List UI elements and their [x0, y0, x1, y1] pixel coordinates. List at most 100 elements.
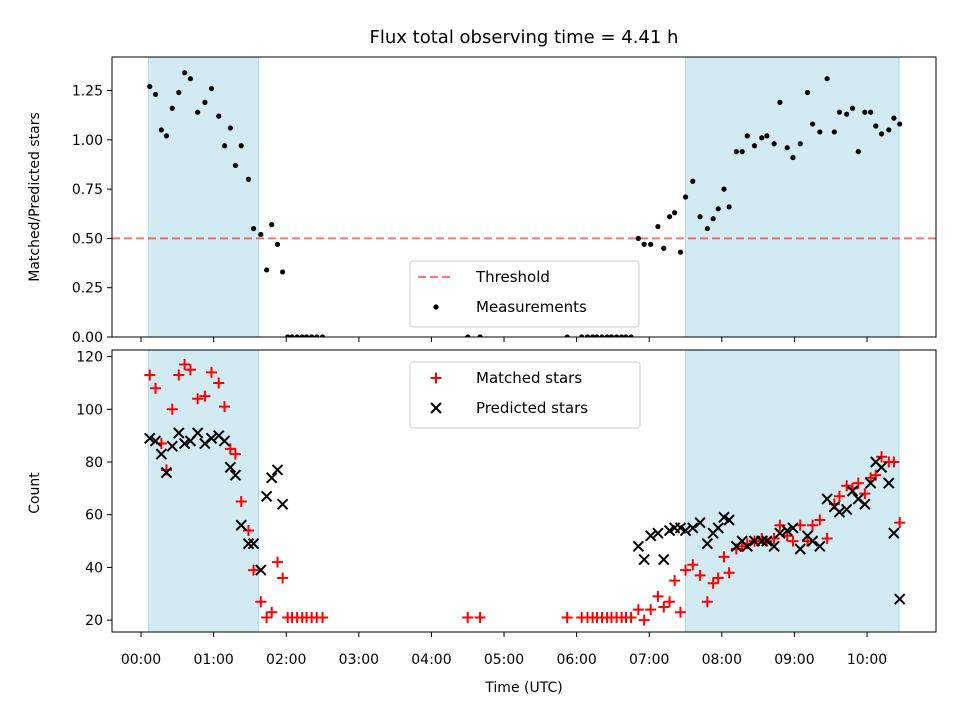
measurements-point — [855, 149, 861, 155]
matched-stars-point — [814, 514, 826, 526]
measurements-point — [739, 149, 745, 155]
measurements-point — [797, 141, 803, 147]
measurements-point — [599, 334, 605, 337]
bottom-legend-box — [409, 361, 641, 429]
predicted-stars-point — [247, 538, 260, 550]
predicted-stars-point — [271, 464, 284, 476]
predicted-stars-point — [218, 435, 231, 447]
predicted-stars-point — [761, 535, 773, 547]
measurements-point — [303, 334, 310, 337]
measurements-point — [264, 267, 270, 273]
x-tick-label: 08:00 — [702, 652, 742, 668]
predicted-stars-point — [833, 506, 846, 518]
matched-stars-point — [774, 519, 786, 531]
matched-stars-point — [736, 540, 748, 552]
top-legend: Threshold Measurements — [409, 260, 640, 328]
measurements-point — [715, 206, 721, 212]
measurements-point — [672, 210, 678, 216]
predicted-stars-point — [276, 498, 289, 510]
matched-stars-point — [632, 604, 644, 616]
matched-stars-point — [625, 612, 637, 624]
x-tick-label: 02:00 — [266, 652, 306, 668]
matched-stars-point — [687, 559, 699, 571]
matched-stars-point — [652, 590, 664, 602]
predicted-stars-point — [173, 427, 185, 439]
matched-stars-point — [802, 535, 813, 547]
matched-stars-point — [229, 448, 241, 460]
matched-stars-point — [707, 577, 719, 589]
measurements-point — [250, 225, 257, 232]
top-plot-frame — [111, 56, 937, 338]
legend-label: Matched stars — [476, 369, 582, 387]
x-tick-label: 09:00 — [774, 652, 814, 668]
measurements-point — [661, 245, 667, 251]
matched-stars-point — [833, 490, 845, 502]
matched-stars-point — [192, 393, 204, 405]
measurements-point — [613, 334, 620, 337]
predicted-stars-point — [155, 448, 168, 460]
bottom-y-tick-label: 100 — [76, 402, 103, 418]
measurements-point — [245, 176, 252, 182]
measurements-point — [677, 249, 684, 255]
matched-stars-point — [317, 612, 329, 624]
matched-stars-point — [173, 369, 185, 381]
predicted-stars-point — [741, 540, 753, 553]
bottom-y-tick-label: 40 — [85, 560, 103, 576]
predicted-stars-point — [255, 564, 267, 576]
matched-stars-point — [205, 366, 217, 378]
x-tick-label: 01:00 — [193, 652, 233, 668]
measurements-point — [269, 222, 275, 228]
measurements-point — [604, 334, 610, 337]
top-y-axis-label: Matched/Predicted stars — [27, 112, 43, 282]
measurements-point — [285, 334, 291, 337]
measurements-point — [704, 225, 710, 232]
bottom-plot-layer — [144, 358, 906, 626]
matched-stars-point — [184, 364, 196, 376]
measurements-point — [147, 83, 153, 90]
measurements-point — [682, 194, 689, 200]
predicted-stars-point — [229, 469, 242, 481]
predicted-stars-point — [864, 477, 877, 489]
measurements-point — [619, 334, 625, 337]
matched-stars-point — [255, 596, 267, 608]
predicted-stars-point — [701, 538, 714, 550]
predicted-stars-point — [794, 543, 806, 555]
predicted-stars-point — [632, 540, 645, 553]
measurements-point — [759, 135, 765, 141]
measurements-point — [294, 334, 300, 337]
measurements-point — [608, 334, 615, 337]
measurements-point — [655, 223, 661, 230]
matched-stars-point — [213, 377, 225, 389]
measurements-point — [289, 334, 295, 337]
measurements-point — [777, 99, 783, 105]
top-y-tick-label: 1.00 — [72, 133, 103, 149]
predicted-stars-point — [644, 530, 657, 542]
measurements-point — [579, 334, 585, 337]
matched-stars-point — [462, 612, 474, 624]
predicted-stars-point — [888, 527, 900, 539]
x-tick-label: 06:00 — [556, 652, 596, 668]
measurements-point — [590, 334, 596, 337]
matched-stars-point — [266, 606, 278, 618]
measurements-point — [584, 334, 591, 337]
predicted-stars-point — [658, 553, 670, 566]
measurements-point — [208, 85, 215, 92]
bottom-y-axis-label: Count — [27, 472, 43, 514]
measurements-point — [817, 129, 823, 135]
measurements-point — [804, 89, 811, 96]
measurements-point — [623, 334, 629, 337]
x-tick-label: 04:00 — [411, 652, 451, 668]
top-legend-box — [409, 260, 640, 328]
matched-stars-point — [235, 496, 247, 508]
matched-stars-point — [150, 382, 162, 394]
matched-stars-point — [821, 532, 833, 544]
x-tick-label: 10:00 — [847, 652, 887, 668]
predicted-stars-point — [694, 516, 706, 529]
measurements-point — [158, 127, 164, 133]
measurements-point — [836, 109, 843, 115]
predicted-stars-point — [875, 461, 888, 473]
measurements-point — [764, 133, 770, 139]
matched-stars-point — [680, 564, 692, 576]
predicted-stars-point — [235, 519, 247, 531]
